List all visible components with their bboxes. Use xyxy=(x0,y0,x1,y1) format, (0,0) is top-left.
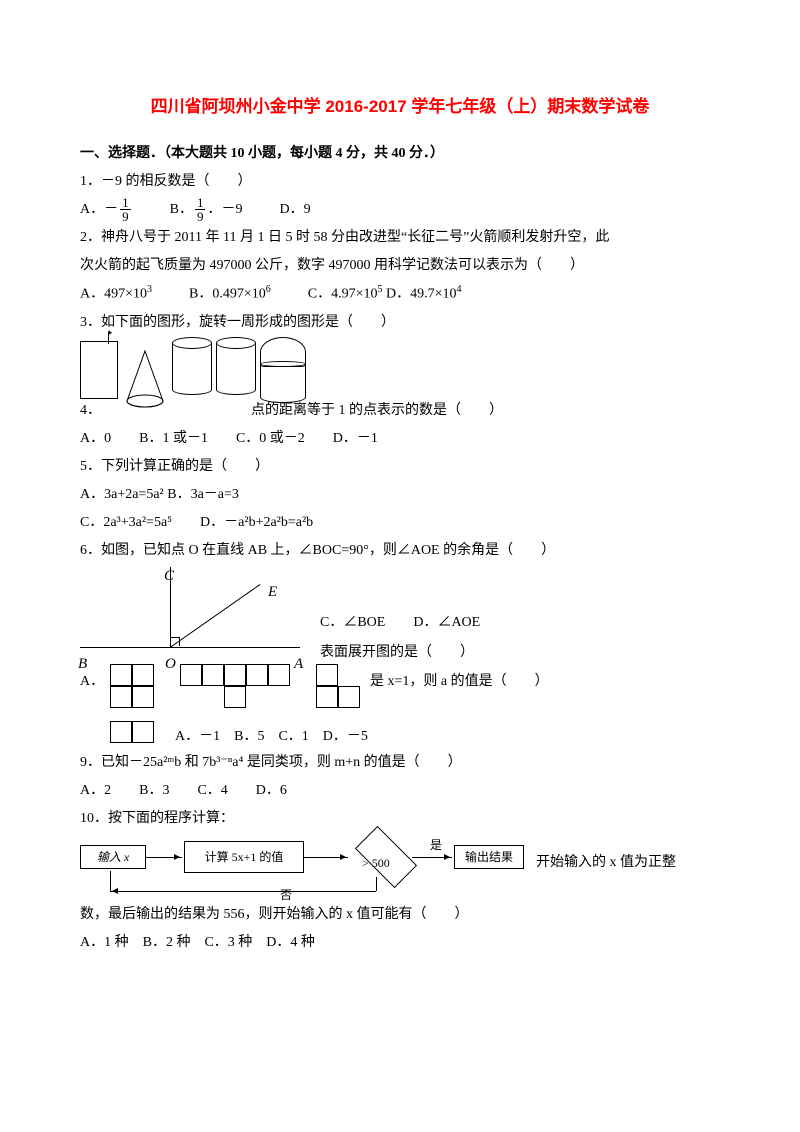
cylinder-icon xyxy=(172,343,212,395)
arrow-up-icon xyxy=(110,871,111,891)
exam-title: 四川省阿坝州小金中学 2016-2017 学年七年级（上）期末数学试卷 xyxy=(80,90,720,124)
arrow-icon xyxy=(146,857,182,858)
flow-calc-text: 计算 5x+1 的值 xyxy=(205,845,284,869)
section-1-header: 一、选择题．（本大题共 10 小题，每小题 4 分，共 40 分．） xyxy=(80,140,720,168)
flow-yes-label: 是 xyxy=(430,833,442,857)
cone-icon xyxy=(125,349,165,411)
arrow-back-icon xyxy=(110,891,376,892)
q2-opt-c: C．4.97×10 xyxy=(308,287,378,302)
q7-opt-a-label: A． xyxy=(80,668,104,696)
question-6-options-tail: C．∠BOE D．∠AOE xyxy=(320,609,480,637)
flow-output-box: 输出结果 xyxy=(454,845,524,869)
flow-input-box: 输入 x xyxy=(80,845,146,869)
question-8-options: A．－1 B．5 C．1 D．－5 xyxy=(175,723,368,751)
question-1: 1．－9 的相反数是（ ） xyxy=(80,168,720,196)
rotation-shapes-figure xyxy=(80,341,720,411)
q1-opt-c-tail: ．－9 xyxy=(207,202,242,217)
exp: 6 xyxy=(266,284,271,295)
question-9-options: A．2 B．3 C．4 D．6 xyxy=(80,777,720,805)
question-8-stem-mid: 是 x=1，则 a 的值是（ ） xyxy=(370,668,549,696)
q10-tail-2: 数，最后输出的结果为 556，则开始输入的 x 值可能有（ ） xyxy=(80,901,720,929)
fraction-icon: 19 xyxy=(120,196,131,223)
question-6: 6．如图，已知点 O 在直线 AB 上，∠BOC=90°，则∠AOE 的余角是（… xyxy=(80,537,720,565)
flow-output-text: 输出结果 xyxy=(465,845,513,869)
arrow-icon xyxy=(412,857,452,858)
question-3: 3．如下面的图形，旋转一周形成的图形是（ ） xyxy=(80,309,720,337)
arrow-icon xyxy=(304,857,348,858)
flat-2d-shape-icon xyxy=(80,341,118,399)
question-2-line1: 2．神舟八号于 2011 年 11 月 1 日 5 时 58 分由改进型“长征二… xyxy=(80,224,720,252)
q1-opt-a: A．－ xyxy=(80,202,118,217)
flowchart-figure: 输入 x 计算 5x+1 的值 > 500 是 输出结果 否 开始输入的 x 值… xyxy=(80,837,720,897)
question-2-line2: 次火箭的起飞质量为 497000 公斤，数字 497000 用科学记数法可以表示… xyxy=(80,252,720,280)
question-10: 10．按下面的程序计算： xyxy=(80,805,720,833)
fraction-icon: 19 xyxy=(195,196,206,223)
exp: 4 xyxy=(457,284,462,295)
cube-nets-figure: A． 是 x=1，则 a 的值是（ ） xyxy=(80,664,720,719)
flow-input-text: 输入 x xyxy=(97,845,129,869)
flow-calc-box: 计算 5x+1 的值 xyxy=(184,841,304,873)
q2-opt-d: D．49.7×10 xyxy=(386,287,457,302)
label-c: C xyxy=(164,561,174,591)
angle-figure: C E B O A xyxy=(80,567,300,662)
question-2-options: A．497×103 B．0.497×106 C．4.97×105 D．49.7×… xyxy=(80,280,720,309)
q2-opt-a: A．497×10 xyxy=(80,287,147,302)
exp: 5 xyxy=(377,284,382,295)
question-5-options-row1: A．3a+2a=5a² B．3a－a=3 xyxy=(80,481,720,509)
question-5-options-row2: C．2a³+3a²=5a⁵ D．－a²b+2a²b=a²b xyxy=(80,509,720,537)
question-9: 9．已知－25a²ᵐb 和 7b³⁻ⁿa⁴ 是同类项，则 m+n 的值是（ ） xyxy=(80,749,720,777)
q1-opt-d: D．9 xyxy=(279,202,310,217)
question-1-options: A．－19 B．19．－9 D．9 xyxy=(80,196,720,224)
net-row-2: A．－1 B．5 C．1 D．－5 xyxy=(80,721,720,749)
question-7-stem-tail: 表面展开图的是（ ） xyxy=(320,639,474,667)
flow-decision-text: > 500 xyxy=(362,851,390,875)
q10-tail-1: 开始输入的 x 值为正整 xyxy=(536,849,676,877)
question-10-options: A．1 种 B．2 种 C．3 种 D．4 种 xyxy=(80,929,720,957)
question-5: 5．下列计算正确的是（ ） xyxy=(80,453,720,481)
line-oe xyxy=(170,584,261,648)
question-4-options: A．0 B．1 或－1 C．0 或－2 D．－1 xyxy=(80,425,720,453)
line-ba xyxy=(80,647,300,648)
arrow-down-icon xyxy=(376,877,377,891)
q1-opt-b: B． xyxy=(170,202,193,217)
right-angle-icon xyxy=(171,637,180,646)
flow-no-label: 否 xyxy=(280,883,292,907)
exp: 3 xyxy=(147,284,152,295)
cylinder-icon xyxy=(216,343,256,395)
q2-opt-b: B．0.497×10 xyxy=(189,287,266,302)
label-e: E xyxy=(268,577,277,607)
